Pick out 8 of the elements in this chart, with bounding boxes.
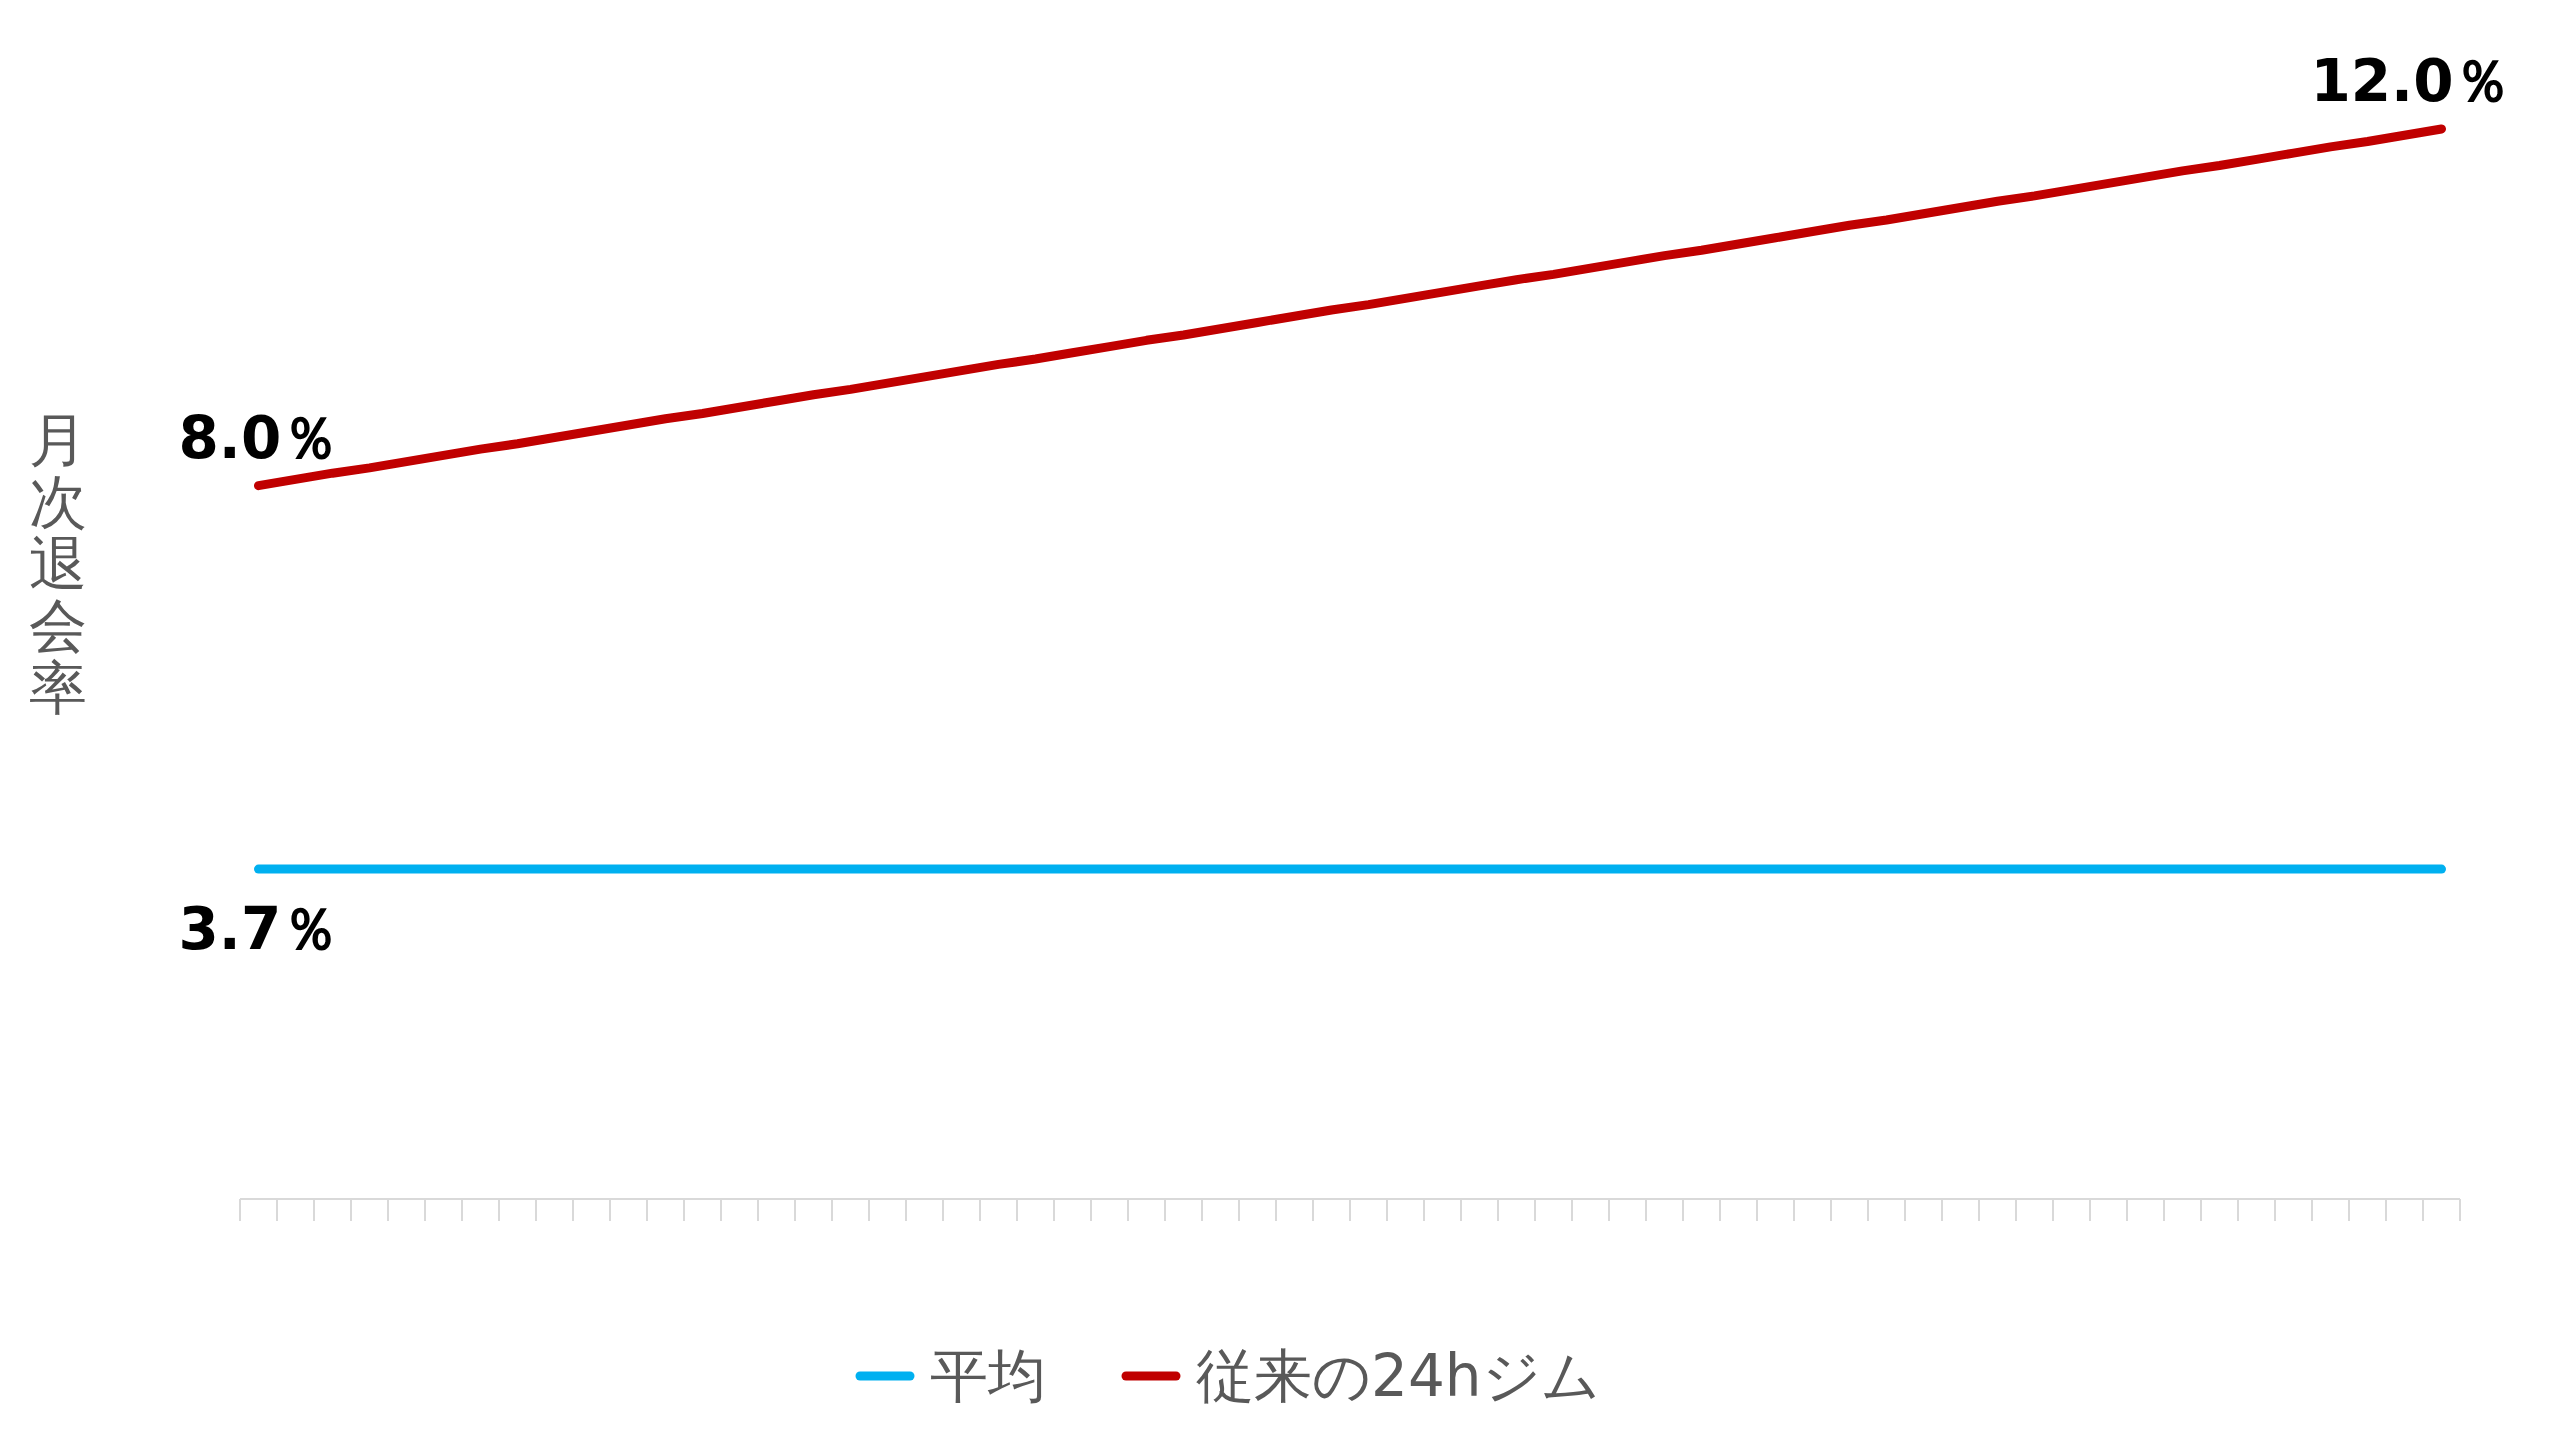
- data-label: 3.7％: [178, 895, 340, 964]
- data-label: 12.0％: [2310, 47, 2512, 115]
- legend-label: 平均: [930, 1342, 1046, 1410]
- 平均: 3.7％: [178, 864, 2446, 964]
- data-label: 8.0％: [178, 403, 340, 472]
- 従来の24hジム: 8.0％ 12.0％: [178, 47, 2512, 491]
- legend-label: 従来の24hジム: [1196, 1342, 1600, 1410]
- y-axis-title: 月次退会率: [29, 406, 87, 722]
